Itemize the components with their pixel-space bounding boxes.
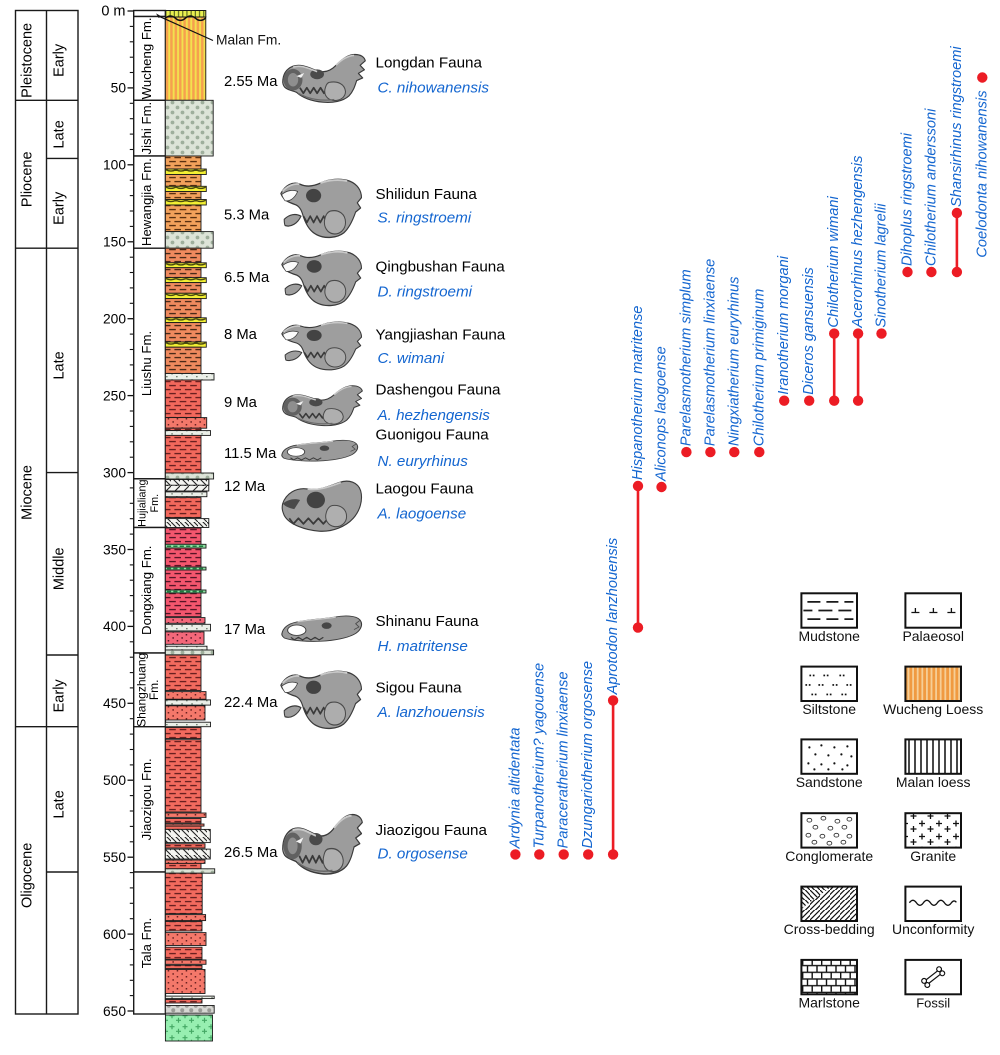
svg-text:Malan Fm.: Malan Fm.	[216, 33, 281, 48]
svg-text:A. hezhengensis: A. hezhengensis	[377, 407, 491, 424]
svg-text:17 Ma: 17 Ma	[224, 622, 266, 638]
svg-text:Pliocene: Pliocene	[20, 151, 36, 207]
svg-text:Hujialiang: Hujialiang	[137, 479, 149, 526]
svg-text:Conglomerate: Conglomerate	[785, 848, 873, 864]
svg-text:Chilotherium anderssoni: Chilotherium anderssoni	[923, 108, 939, 266]
svg-text:Diceros gansuensis: Diceros gansuensis	[801, 267, 817, 394]
svg-text:S. ringstroemi: S. ringstroemi	[378, 210, 472, 227]
svg-text:C. wimani: C. wimani	[378, 350, 445, 367]
svg-text:Fm.: Fm.	[149, 494, 161, 513]
svg-text:12 Ma: 12 Ma	[224, 479, 266, 495]
svg-text:Parelasmotherium linxiaense: Parelasmotherium linxiaense	[702, 259, 718, 446]
svg-text:Hewangjia Fm.: Hewangjia Fm.	[139, 158, 154, 246]
svg-text:Iranotherium morgani: Iranotherium morgani	[776, 255, 792, 394]
svg-text:200: 200	[103, 312, 126, 327]
svg-text:Fossil: Fossil	[916, 996, 950, 1011]
svg-text:Shinanu Fauna: Shinanu Fauna	[376, 613, 480, 630]
svg-text:Sandstone: Sandstone	[796, 774, 863, 790]
svg-text:Marlstone: Marlstone	[798, 995, 860, 1011]
svg-text:D. orgosense: D. orgosense	[378, 846, 468, 863]
svg-text:Paraceratherium linxiaense: Paraceratherium linxiaense	[556, 672, 572, 849]
svg-text:Pleistocene: Pleistocene	[20, 23, 36, 98]
svg-text:C. nihowanensis: C. nihowanensis	[378, 79, 490, 96]
svg-text:150: 150	[103, 235, 126, 250]
svg-text:Early: Early	[52, 679, 68, 713]
svg-text:550: 550	[103, 850, 126, 865]
svg-text:Dihoplus ringstroemi: Dihoplus ringstroemi	[900, 132, 916, 266]
svg-text:350: 350	[103, 542, 126, 557]
svg-text:Ningxiatherium euryrhinus: Ningxiatherium euryrhinus	[726, 277, 742, 447]
svg-text:Laogou Fauna: Laogou Fauna	[376, 480, 475, 497]
svg-text:450: 450	[103, 696, 126, 711]
svg-text:Shangzhuang: Shangzhuang	[135, 653, 149, 727]
svg-text:400: 400	[103, 619, 126, 634]
svg-text:Shilidun Fauna: Shilidun Fauna	[376, 186, 478, 203]
svg-text:D. ringstroemi: D. ringstroemi	[378, 284, 473, 301]
svg-text:H. matritense: H. matritense	[378, 638, 468, 655]
svg-text:Late: Late	[52, 120, 68, 148]
svg-text:Middle: Middle	[52, 547, 68, 590]
svg-text:Chilotherium wimani: Chilotherium wimani	[826, 195, 842, 327]
svg-text:Dashengou Fauna: Dashengou Fauna	[376, 382, 502, 399]
svg-text:650: 650	[103, 1004, 126, 1019]
svg-text:Malan loess: Malan loess	[896, 774, 971, 790]
svg-text:Jishi Fm.: Jishi Fm.	[139, 102, 154, 155]
svg-text:Acerorhinus hezhengensis: Acerorhinus hezhengensis	[850, 156, 866, 329]
svg-text:Oligocene: Oligocene	[20, 843, 36, 908]
svg-text:Hispanotherium matritense: Hispanotherium matritense	[630, 306, 646, 480]
svg-text:500: 500	[103, 773, 126, 788]
svg-text:Wucheng Fm.: Wucheng Fm.	[139, 17, 154, 99]
svg-text:50: 50	[111, 81, 127, 96]
svg-text:100: 100	[103, 158, 126, 173]
svg-text:11.5 Ma: 11.5 Ma	[224, 446, 277, 462]
svg-text:Late: Late	[52, 351, 68, 379]
svg-text:Sigou Fauna: Sigou Fauna	[376, 680, 463, 697]
svg-text:Aliconops laogoense: Aliconops laogoense	[654, 346, 670, 482]
svg-text:Dzungariotherium orgosense: Dzungariotherium orgosense	[580, 661, 596, 848]
svg-text:5.3 Ma: 5.3 Ma	[224, 208, 270, 224]
svg-text:Yangjiashan Fauna: Yangjiashan Fauna	[376, 327, 506, 344]
svg-text:Fm.: Fm.	[147, 680, 161, 701]
svg-text:Tala Fm.: Tala Fm.	[139, 918, 154, 969]
svg-text:Late: Late	[52, 790, 68, 818]
svg-text:0 m: 0 m	[101, 4, 125, 20]
svg-text:300: 300	[103, 465, 126, 480]
svg-text:Wucheng Loess: Wucheng Loess	[883, 701, 983, 717]
svg-text:Miocene: Miocene	[20, 465, 36, 520]
svg-text:Ardynia altidentata: Ardynia altidentata	[507, 728, 523, 850]
svg-text:9 Ma: 9 Ma	[224, 395, 258, 411]
svg-text:A. lanzhouensis: A. lanzhouensis	[377, 704, 486, 721]
svg-text:250: 250	[103, 388, 126, 403]
svg-text:600: 600	[103, 927, 126, 942]
svg-text:22.4 Ma: 22.4 Ma	[224, 695, 278, 711]
svg-text:Jiaozigou Fm.: Jiaozigou Fm.	[139, 758, 154, 840]
svg-text:Coelodonta nihowanensis: Coelodonta nihowanensis	[974, 91, 990, 258]
svg-text:Palaeosol: Palaeosol	[902, 628, 964, 644]
svg-text:Granite: Granite	[910, 848, 956, 864]
svg-text:2.55 Ma: 2.55 Ma	[224, 74, 278, 90]
svg-text:Early: Early	[52, 191, 68, 225]
svg-text:Longdan Fauna: Longdan Fauna	[376, 54, 483, 71]
svg-text:Unconformity: Unconformity	[892, 921, 974, 937]
svg-text:Guonigou Fauna: Guonigou Fauna	[376, 427, 490, 444]
svg-text:Sinotherium lagrelii: Sinotherium lagrelii	[874, 203, 890, 328]
svg-text:Early: Early	[52, 43, 68, 77]
svg-text:8 Ma: 8 Ma	[224, 327, 258, 343]
svg-text:Aprotodon lanzhouensis: Aprotodon lanzhouensis	[605, 538, 621, 696]
svg-text:A. laogoense: A. laogoense	[377, 506, 467, 523]
svg-text:Siltstone: Siltstone	[802, 701, 856, 717]
svg-text:6.5 Ma: 6.5 Ma	[224, 270, 270, 286]
svg-text:Parelasmotherium simplum: Parelasmotherium simplum	[678, 269, 694, 446]
svg-text:26.5 Ma: 26.5 Ma	[224, 845, 278, 861]
svg-text:Mudstone: Mudstone	[798, 628, 860, 644]
svg-text:N. euryrhinus: N. euryrhinus	[378, 453, 469, 470]
svg-text:Jiaozigou Fauna: Jiaozigou Fauna	[376, 822, 488, 839]
svg-text:Chilotherium primiginum: Chilotherium primiginum	[751, 289, 767, 446]
svg-text:Cross-bedding: Cross-bedding	[784, 921, 875, 937]
svg-text:Liushu Fm.: Liushu Fm.	[139, 331, 154, 396]
svg-text:Turpanotherium? yagouense: Turpanotherium? yagouense	[531, 663, 547, 849]
svg-text:Qingbushan Fauna: Qingbushan Fauna	[376, 259, 506, 276]
svg-text:Dongxiang Fm.: Dongxiang Fm.	[139, 546, 154, 635]
svg-text:Shansirhinus ringstroemi: Shansirhinus ringstroemi	[949, 46, 965, 207]
